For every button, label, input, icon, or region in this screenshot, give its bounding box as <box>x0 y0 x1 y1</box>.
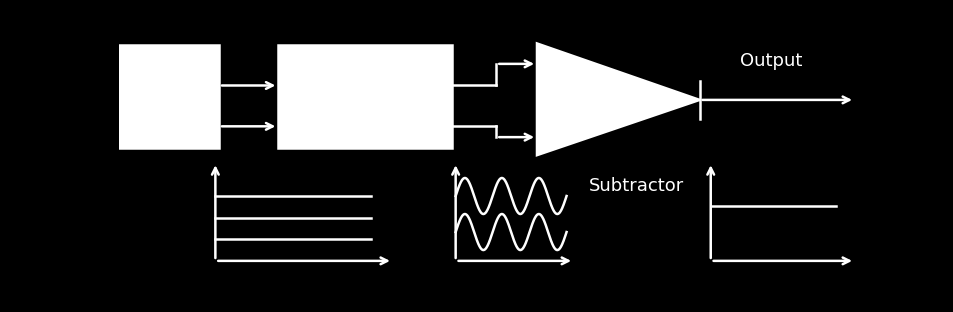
Text: Subtractor: Subtractor <box>588 178 683 195</box>
Polygon shape <box>537 43 699 155</box>
Text: Output: Output <box>740 52 801 71</box>
Bar <box>278 45 452 148</box>
Bar <box>119 45 219 148</box>
